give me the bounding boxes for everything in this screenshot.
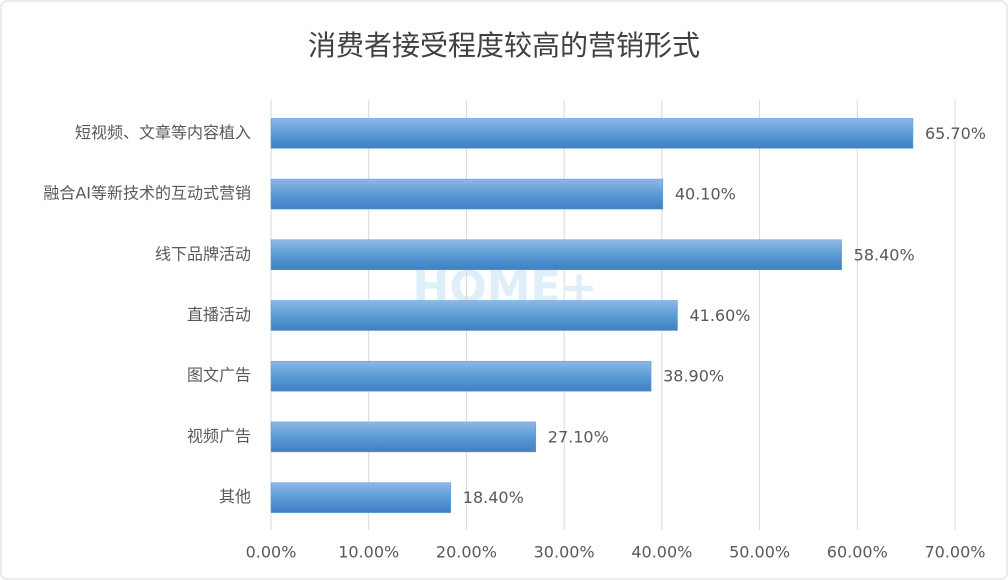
data-label: 40.10% bbox=[675, 185, 736, 204]
y-tick-label: 图文广告 bbox=[187, 366, 251, 385]
x-tick-label: 40.00% bbox=[631, 543, 692, 562]
y-tick-label: 短视频、文章等内容植入 bbox=[75, 123, 251, 142]
x-tick-label: 60.00% bbox=[827, 543, 888, 562]
x-tick-label: 20.00% bbox=[436, 543, 497, 562]
bar bbox=[270, 178, 664, 210]
bar bbox=[270, 118, 914, 149]
bar bbox=[270, 300, 678, 331]
data-label: 38.90% bbox=[663, 367, 724, 386]
x-tick-label: 10.00% bbox=[338, 543, 399, 562]
x-tick-label: 70.00% bbox=[924, 543, 985, 562]
data-label: 18.40% bbox=[463, 488, 524, 507]
chart-title: 消费者接受程度较高的营销形式 bbox=[308, 29, 700, 62]
y-tick-label: 线下品牌活动 bbox=[155, 244, 251, 263]
x-tick-label: 0.00% bbox=[246, 543, 297, 562]
bar bbox=[270, 421, 537, 453]
y-tick-label: 视频广告 bbox=[187, 426, 251, 445]
bar bbox=[270, 239, 842, 271]
bar bbox=[270, 360, 652, 392]
data-label: 65.70% bbox=[925, 124, 986, 143]
y-tick-label: 其他 bbox=[219, 487, 251, 506]
bar bbox=[270, 482, 452, 513]
data-label: 27.10% bbox=[548, 427, 609, 446]
x-tick-label: 30.00% bbox=[534, 543, 595, 562]
y-tick-label: 融合AI等新技术的互动式营销 bbox=[43, 184, 251, 203]
y-tick-label: 直播活动 bbox=[187, 305, 251, 324]
x-tick-label: 50.00% bbox=[729, 543, 790, 562]
data-label: 41.60% bbox=[689, 306, 750, 325]
data-label: 58.40% bbox=[854, 245, 915, 264]
